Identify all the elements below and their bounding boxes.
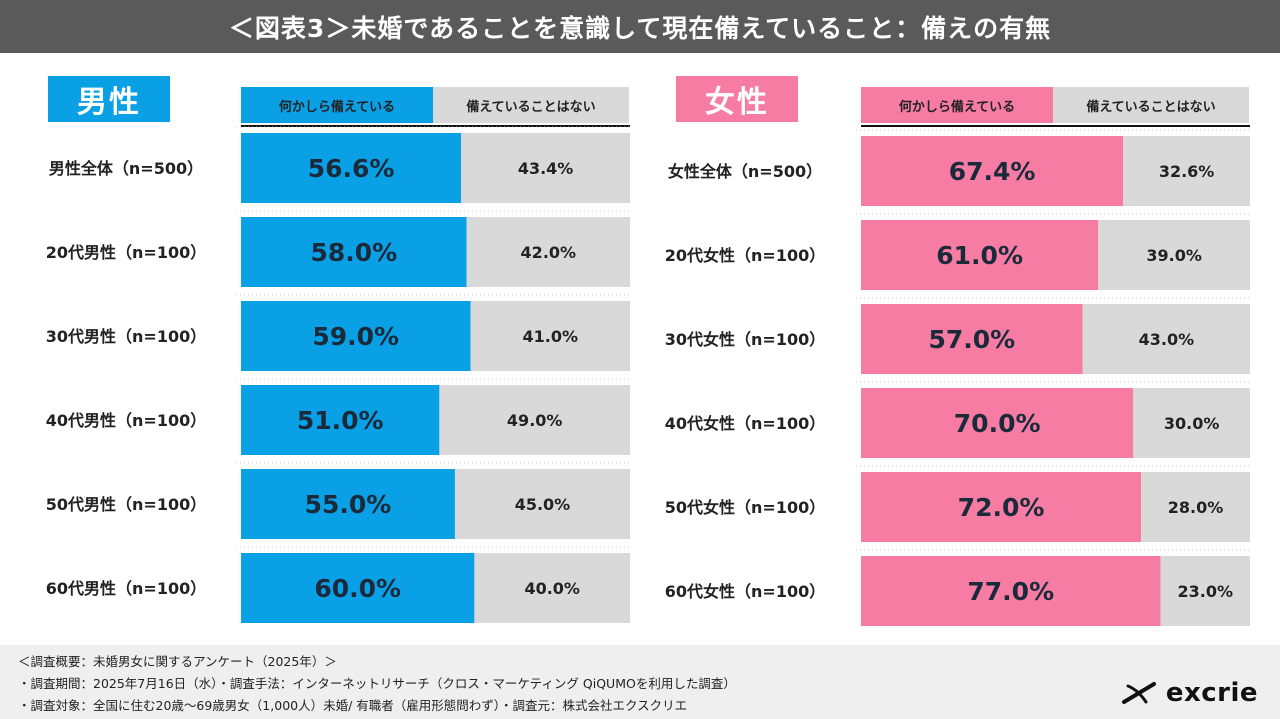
footnote-line: ・調査対象：全国に住む20歳～69歳男女（1,000人）未婚/ 有職者（雇用形態… bbox=[18, 698, 688, 713]
data-label-yes: 67.4% bbox=[949, 157, 1036, 186]
data-label-yes: 58.0% bbox=[310, 238, 397, 267]
data-label-no: 45.0% bbox=[515, 495, 571, 514]
bar-no bbox=[454, 469, 630, 539]
bar-no bbox=[1082, 304, 1250, 374]
data-label-yes: 60.0% bbox=[314, 574, 401, 603]
data-label-yes: 61.0% bbox=[936, 241, 1023, 270]
male-badge: 男性 bbox=[48, 76, 170, 122]
data-label-yes: 56.6% bbox=[308, 154, 395, 183]
legend-no: 備えていることはない bbox=[433, 87, 629, 123]
data-label-yes: 57.0% bbox=[928, 325, 1015, 354]
brand-name: excrie bbox=[1165, 678, 1258, 708]
female-chart: 女性全体（n=500） 67.4% 32.6% 20代女性（n=100） 61.0% 39… bbox=[665, 129, 1250, 626]
data-label-no: 28.0% bbox=[1168, 498, 1224, 517]
male-chart: 男性全体（n=500） 56.6% 43.4% 20代男性（n=100） 58.0% 42… bbox=[46, 126, 630, 623]
category-label: 40代男性（n=100） bbox=[46, 411, 206, 430]
legend-no: 備えていることはない bbox=[1053, 87, 1249, 123]
data-label-yes: 72.0% bbox=[958, 493, 1045, 522]
category-label: 60代女性（n=100） bbox=[665, 582, 825, 601]
male-panel: 男性 何かしら備えている 備えていることはない 男性全体（n=500） 56.6%… bbox=[0, 53, 640, 643]
data-label-no: 43.4% bbox=[518, 159, 574, 178]
data-label-no: 39.0% bbox=[1146, 246, 1202, 265]
bar-no bbox=[470, 301, 630, 371]
category-label: 40代女性（n=100） bbox=[665, 414, 825, 433]
header-rule bbox=[241, 125, 630, 127]
bar-no bbox=[1098, 220, 1250, 290]
bar-no bbox=[1141, 472, 1250, 542]
bar-yes bbox=[861, 556, 1161, 626]
data-label-no: 42.0% bbox=[521, 243, 577, 262]
bar-no bbox=[474, 553, 630, 623]
legend-yes: 何かしら備えている bbox=[241, 87, 433, 123]
bar-yes bbox=[861, 304, 1083, 374]
bar-no bbox=[1160, 556, 1250, 626]
category-label: 60代男性（n=100） bbox=[46, 579, 206, 598]
category-label: 30代女性（n=100） bbox=[665, 330, 825, 349]
bar-no bbox=[439, 385, 630, 455]
category-label: 50代男性（n=100） bbox=[46, 495, 206, 514]
data-label-no: 32.6% bbox=[1159, 162, 1215, 181]
brand-logo: excrie bbox=[1120, 678, 1258, 708]
data-label-yes: 70.0% bbox=[954, 409, 1041, 438]
page-title: ＜図表3＞未婚であることを意識して現在備えていること：備えの有無 bbox=[0, 0, 1280, 53]
bar-yes bbox=[241, 553, 475, 623]
bar-yes bbox=[861, 136, 1124, 206]
category-label: 50代女性（n=100） bbox=[665, 498, 825, 517]
data-label-no: 23.0% bbox=[1178, 582, 1234, 601]
data-label-yes: 59.0% bbox=[312, 322, 399, 351]
category-label: 20代女性（n=100） bbox=[665, 246, 825, 265]
data-label-yes: 55.0% bbox=[305, 490, 392, 519]
data-label-no: 49.0% bbox=[507, 411, 563, 430]
header-rule bbox=[861, 125, 1250, 127]
bar-yes bbox=[241, 469, 455, 539]
bar-yes bbox=[241, 385, 440, 455]
male-legend: 何かしら備えている 備えていることはない bbox=[241, 87, 629, 123]
data-label-no: 41.0% bbox=[522, 327, 578, 346]
footnote-line: ・調査期間：2025年7月16日（水）・調査手法：インターネットリサーチ（クロス… bbox=[18, 676, 736, 691]
excrie-logo-icon bbox=[1121, 682, 1156, 704]
legend-yes: 何かしら備えている bbox=[861, 87, 1053, 123]
category-label: 30代男性（n=100） bbox=[46, 327, 206, 346]
bar-yes bbox=[861, 472, 1142, 542]
category-label: 女性全体（n=500） bbox=[668, 162, 822, 181]
bar-yes bbox=[241, 217, 467, 287]
data-label-no: 40.0% bbox=[524, 579, 580, 598]
bar-no bbox=[1123, 136, 1250, 206]
female-legend: 何かしら備えている 備えていることはない bbox=[861, 87, 1249, 123]
data-label-no: 43.0% bbox=[1139, 330, 1195, 349]
category-label: 20代男性（n=100） bbox=[46, 243, 206, 262]
bar-yes bbox=[241, 133, 462, 203]
data-label-no: 30.0% bbox=[1164, 414, 1220, 433]
bar-no bbox=[466, 217, 630, 287]
footnote-line: ＜調査概要：未婚男女に関するアンケート（2025年）＞ bbox=[18, 654, 337, 669]
bar-no bbox=[1133, 388, 1250, 458]
bar-yes bbox=[861, 220, 1099, 290]
data-label-yes: 51.0% bbox=[297, 406, 384, 435]
bar-no bbox=[461, 133, 630, 203]
survey-footnote: ＜調査概要：未婚男女に関するアンケート（2025年）＞ ・調査期間：2025年7… bbox=[0, 645, 1280, 719]
data-label-yes: 77.0% bbox=[967, 577, 1054, 606]
category-label: 男性全体（n=500） bbox=[49, 159, 203, 178]
bar-yes bbox=[861, 388, 1134, 458]
female-badge: 女性 bbox=[676, 76, 798, 122]
female-panel: 女性 何かしら備えている 備えていることはない 女性全体（n=500） 67.4%… bbox=[640, 53, 1280, 643]
bar-yes bbox=[241, 301, 471, 371]
